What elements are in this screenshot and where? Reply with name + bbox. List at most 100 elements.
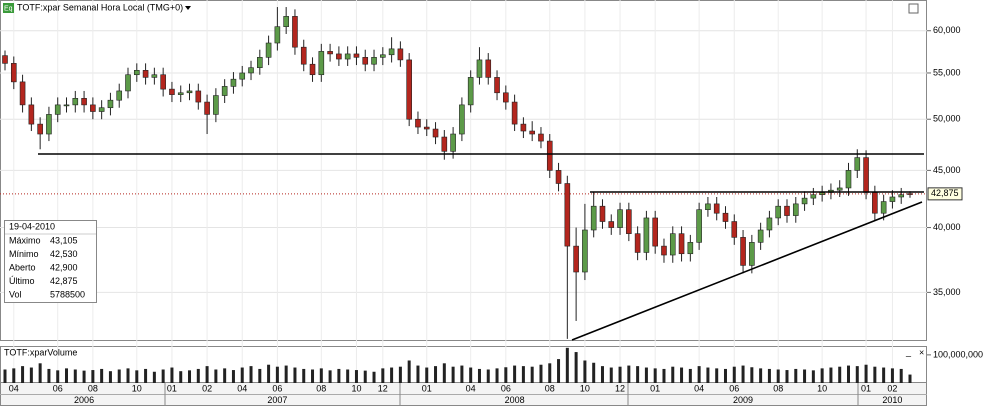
candle-body — [230, 78, 237, 87]
x-tick-label: 06 — [272, 383, 282, 393]
candle-body — [133, 70, 140, 76]
candle-body — [292, 16, 298, 48]
volume-bar — [407, 360, 411, 383]
volume-bar — [873, 366, 877, 383]
candle-body — [107, 99, 114, 109]
candle-body — [37, 123, 43, 135]
candle-body — [476, 59, 483, 78]
candle-body — [81, 98, 87, 106]
candle-body — [511, 101, 518, 125]
volume-bar — [311, 369, 315, 383]
candle-body — [204, 101, 210, 115]
candle-body — [257, 57, 263, 68]
year-label: 2008 — [505, 395, 525, 405]
volume-bar — [548, 363, 552, 383]
candle-body — [336, 53, 342, 60]
volume-bar — [697, 366, 701, 383]
x-tick-label: 04 — [9, 383, 19, 393]
last-price-tag — [927, 187, 963, 201]
x-tick-label: 08 — [773, 383, 783, 393]
candle-body — [221, 86, 228, 96]
candle-body — [494, 77, 500, 94]
candle-body — [72, 98, 79, 106]
candle-body — [617, 209, 623, 228]
volume-bar — [460, 365, 464, 383]
candle-body — [907, 193, 913, 195]
candle-body — [467, 77, 474, 106]
candle-body — [546, 140, 553, 171]
volume-bar — [135, 370, 139, 383]
candle-body — [248, 67, 254, 74]
volume-bar — [205, 366, 209, 383]
candle-body — [661, 245, 667, 256]
volume-bar — [293, 367, 297, 383]
candle-body — [10, 63, 17, 83]
volume-bar — [557, 359, 561, 383]
candle-body — [327, 51, 333, 55]
year-label: 2009 — [733, 395, 753, 405]
volume-bar — [12, 368, 16, 383]
volume-bar — [354, 370, 358, 383]
info-label: Mínimo — [9, 249, 39, 259]
volume-bar — [91, 370, 95, 383]
volume-bar — [574, 352, 578, 383]
candle-body — [151, 74, 158, 78]
volume-bar — [108, 371, 112, 383]
y-tick-label: 50,000 — [933, 114, 961, 124]
candle-body — [801, 197, 808, 205]
volume-bar — [750, 367, 754, 383]
volume-bar — [521, 366, 525, 383]
volume-bar — [275, 366, 279, 383]
candle-body — [854, 157, 861, 171]
candle-body — [757, 229, 764, 243]
candle-body — [63, 104, 70, 107]
candle-body — [810, 194, 817, 199]
volume-bar — [398, 366, 402, 383]
trend-lines — [38, 153, 924, 341]
x-tick-label: 10 — [132, 383, 142, 393]
volume-bar — [732, 366, 736, 383]
volume-bar — [477, 368, 481, 383]
candle-body — [195, 90, 202, 103]
candle-body — [687, 242, 694, 255]
volume-bar — [627, 365, 631, 383]
x-tick-label: 10 — [351, 383, 361, 393]
info-value: 42,900 — [50, 262, 78, 272]
info-label: Aberto — [9, 262, 36, 272]
y-tick-label: 40,000 — [933, 222, 961, 232]
volume-bar — [21, 366, 25, 383]
volume-bar — [688, 368, 692, 383]
marks — [0, 7, 927, 383]
y-tick-label: 35,000 — [933, 287, 961, 297]
candle-body — [705, 203, 711, 210]
candle-body — [503, 92, 509, 103]
candle-body — [239, 72, 246, 80]
volume-bar — [442, 363, 446, 383]
close-button[interactable]: × — [919, 347, 924, 357]
maximize-button[interactable] — [908, 3, 919, 14]
volume-bar — [302, 368, 306, 383]
candle-body — [98, 107, 105, 112]
candle-body — [643, 217, 650, 253]
chart-title[interactable]: TOTF:xpar Semanal Hora Local (TMG+0) — [17, 2, 183, 12]
candle-body — [186, 90, 193, 94]
candle-body — [590, 205, 597, 231]
candle-body — [90, 104, 96, 112]
candle-body — [555, 170, 562, 184]
candle-body — [749, 242, 755, 266]
candle-body — [441, 136, 448, 152]
volume-bar — [82, 370, 86, 383]
volume-bar — [846, 365, 850, 383]
volume-bar — [600, 366, 604, 383]
candle-body — [872, 192, 878, 214]
x-tick-label: 01 — [650, 383, 660, 393]
volume-tick-label: 100,000,000 — [933, 349, 983, 359]
volume-bar — [820, 368, 824, 383]
title-dropdown[interactable] — [185, 6, 191, 10]
minimize-button[interactable]: _ — [905, 346, 912, 356]
candle-body — [125, 74, 131, 92]
candle-body — [116, 90, 123, 101]
candle-body — [169, 88, 175, 95]
x-tick-label: 06 — [729, 383, 739, 393]
info-label: Máximo — [9, 235, 41, 245]
